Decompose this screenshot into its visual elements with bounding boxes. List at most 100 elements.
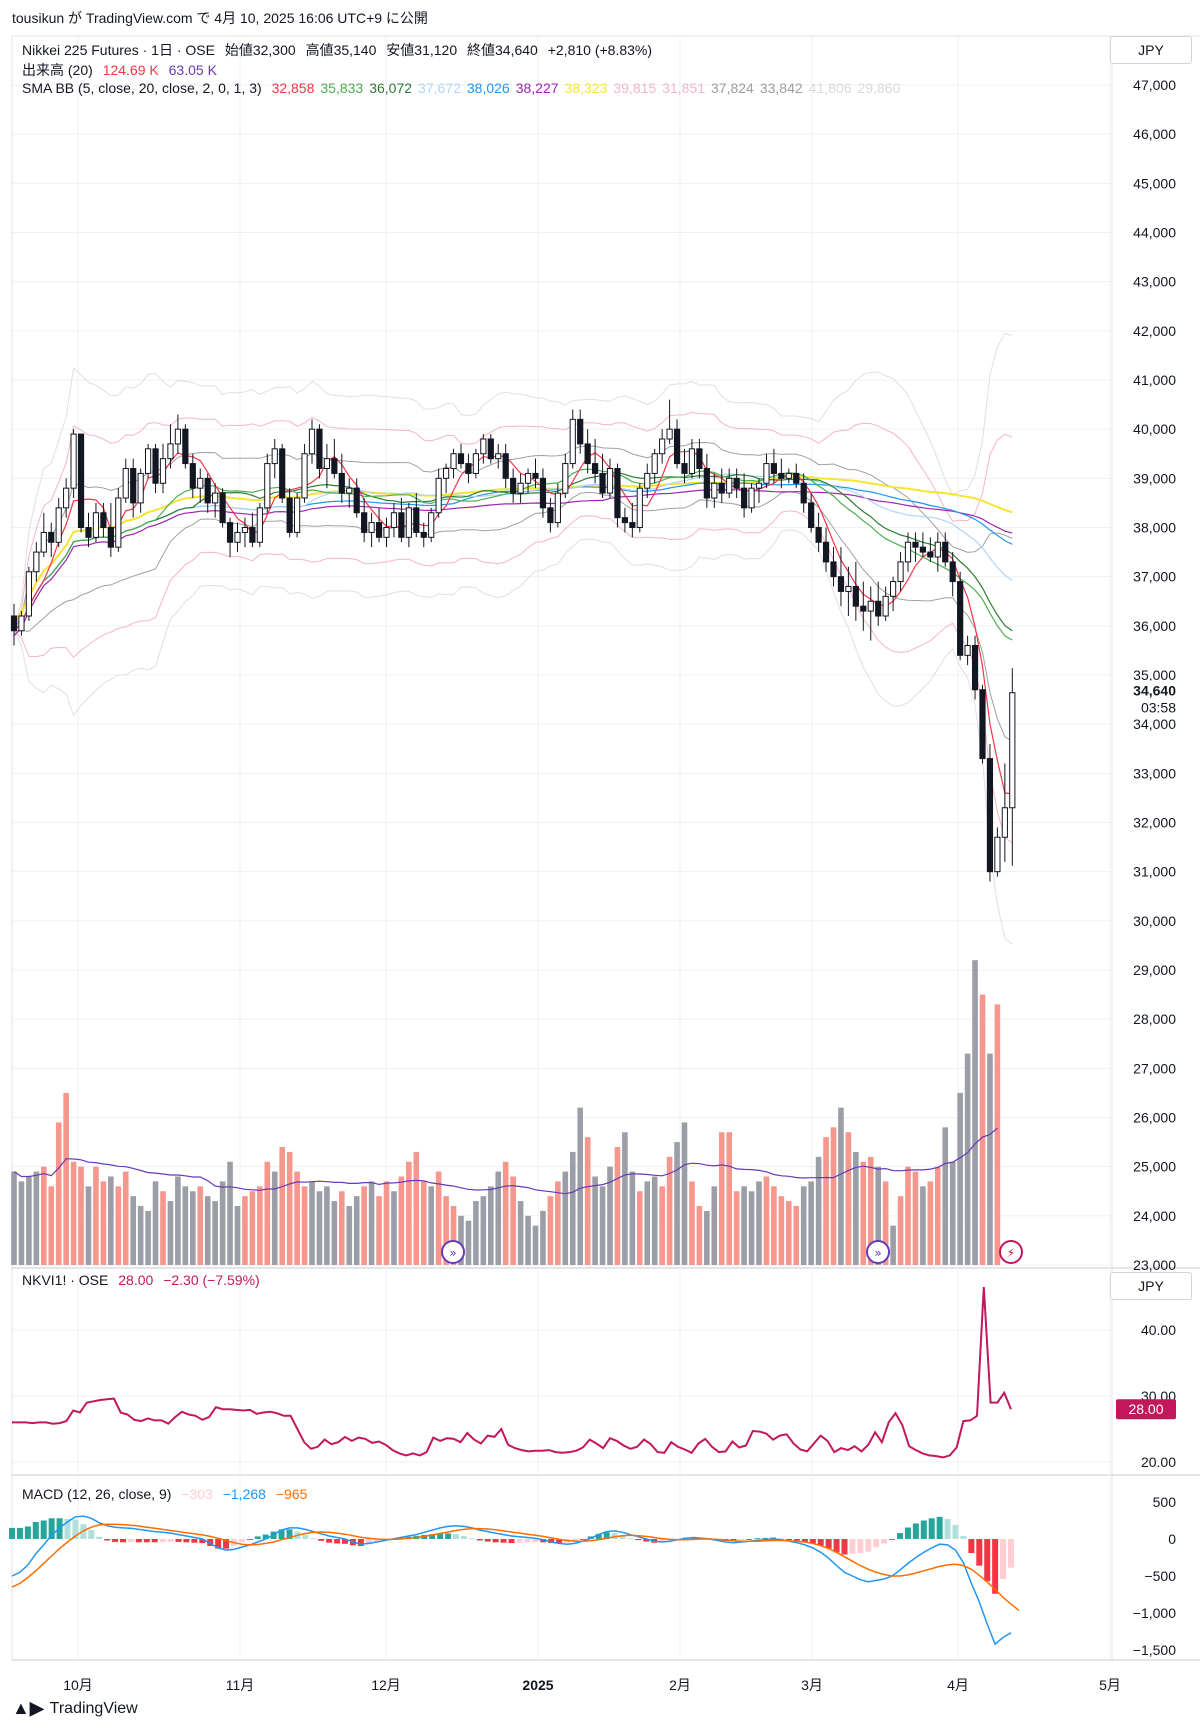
macd-hist-bar: [468, 1538, 475, 1540]
volume-bar: [689, 1181, 695, 1265]
macd-hist-bar: [611, 1533, 618, 1539]
macd-hist-bar: [873, 1539, 880, 1548]
macd-hist-bar: [738, 1539, 745, 1540]
volume-bar: [316, 1191, 323, 1265]
volume-bar: [651, 1176, 658, 1265]
volume-bar: [85, 1186, 92, 1265]
volume-bar: [249, 1191, 256, 1265]
volume-bar: [599, 1186, 606, 1265]
sma-value-5: 38,227: [515, 80, 559, 96]
volume-bar: [70, 1161, 77, 1265]
volume-bar: [115, 1186, 122, 1265]
macd-hist-bar: [801, 1539, 808, 1542]
sma-legend: SMA BB (5, close, 20, close, 2, 0, 1, 3)…: [22, 80, 912, 96]
candle-body: [726, 477, 733, 494]
volume-bar: [324, 1186, 330, 1265]
candle-body: [316, 428, 323, 469]
candle-body: [770, 463, 777, 474]
candle-body: [212, 492, 219, 504]
volume-value-b: 63.05 K: [168, 62, 217, 78]
volume-bar: [257, 1186, 263, 1265]
macd-hist-bar: [746, 1539, 753, 1540]
candle-body: [718, 482, 725, 494]
last-price-box: [1116, 680, 1200, 719]
last-price-label: 34,640: [1133, 683, 1176, 699]
volume-bar: [756, 1181, 762, 1265]
candle-body: [539, 477, 547, 509]
volume-bar: [41, 1166, 47, 1265]
macd-hist-bar: [143, 1539, 150, 1543]
volume-bar: [383, 1181, 390, 1265]
time-tick-label: 10月: [63, 1677, 93, 1693]
bb-lower-1: [14, 491, 1013, 742]
volume-bar: [733, 1191, 740, 1265]
volume-bar: [547, 1196, 554, 1265]
currency-badge-vix[interactable]: JPY: [1110, 1272, 1192, 1300]
candle-body: [837, 576, 845, 592]
volume-bar: [413, 1151, 420, 1265]
candle-body: [122, 468, 129, 499]
candle-body: [659, 438, 666, 455]
candle-body: [107, 527, 114, 548]
volume-bar: [607, 1166, 613, 1265]
volume-bar: [346, 1206, 353, 1265]
candle-body: [599, 472, 606, 494]
candle-body: [510, 477, 517, 494]
candle-body: [778, 472, 785, 479]
volume-bar: [26, 1176, 32, 1265]
macd-hist-bar: [48, 1518, 55, 1539]
event-lightning-icon: [999, 1240, 1023, 1264]
main-legend: Nikkei 225 Futures · 1日 · OSE 始値32,300 高…: [22, 40, 658, 60]
candle-body: [800, 482, 807, 504]
candle-body: [681, 463, 688, 474]
candle-body: [100, 512, 107, 528]
volume-bar: [979, 994, 986, 1265]
volume-bar: [629, 1171, 636, 1265]
candle-body: [487, 438, 494, 460]
candle-body: [942, 541, 949, 563]
bb-upper-2: [13, 411, 1013, 631]
candle-body: [167, 443, 174, 460]
volume-bar: [987, 1053, 993, 1265]
candle-body: [130, 468, 137, 504]
volume-bar: [190, 1191, 196, 1265]
volume-bar: [614, 1147, 621, 1265]
macd-hist-bar: [619, 1535, 626, 1539]
candle-body: [592, 463, 599, 474]
macd-hist-bar: [127, 1539, 134, 1542]
candle-body: [40, 531, 47, 553]
time-tick-label: 5月: [1099, 1677, 1121, 1693]
volume-bar: [271, 1171, 278, 1265]
macd-hist-bar: [809, 1539, 816, 1544]
macd-tick-label: −1,500: [1133, 1642, 1176, 1658]
volume-bar: [48, 1186, 55, 1265]
candle-body: [666, 428, 673, 440]
macd-hist-bar: [571, 1539, 578, 1542]
candle-body: [383, 527, 390, 538]
volume-bar: [555, 1181, 561, 1265]
macd-hist-bar: [365, 1539, 372, 1545]
macd-hist-bar: [88, 1530, 95, 1539]
vix-legend: NKVI1! · OSE 28.00 −2.30 (−7.59%): [22, 1272, 266, 1288]
vix-change: −2.30 (−7.59%): [163, 1272, 260, 1288]
vix-tick-label: 40.00: [1141, 1322, 1176, 1338]
candle-body: [741, 487, 748, 509]
macd-hist-bar: [318, 1539, 325, 1541]
candle-body: [554, 492, 561, 524]
macd-hist-bar: [928, 1518, 935, 1539]
candle-body: [405, 507, 412, 538]
tradingview-logo[interactable]: ▲▶ TradingView: [12, 1698, 138, 1719]
macd-hist-bar: [857, 1539, 864, 1554]
candle-body: [629, 522, 636, 528]
candle-body: [897, 561, 904, 583]
currency-badge[interactable]: JPY: [1110, 36, 1192, 64]
candle-body: [286, 497, 293, 533]
macd-hist-bar: [16, 1527, 23, 1539]
macd-hist-bar: [500, 1539, 507, 1543]
macd-hist-bar: [889, 1539, 896, 1540]
volume-bar: [890, 1225, 896, 1265]
candle-body: [398, 512, 405, 538]
volume-bar: [294, 1171, 300, 1265]
volume-bar: [100, 1181, 107, 1265]
